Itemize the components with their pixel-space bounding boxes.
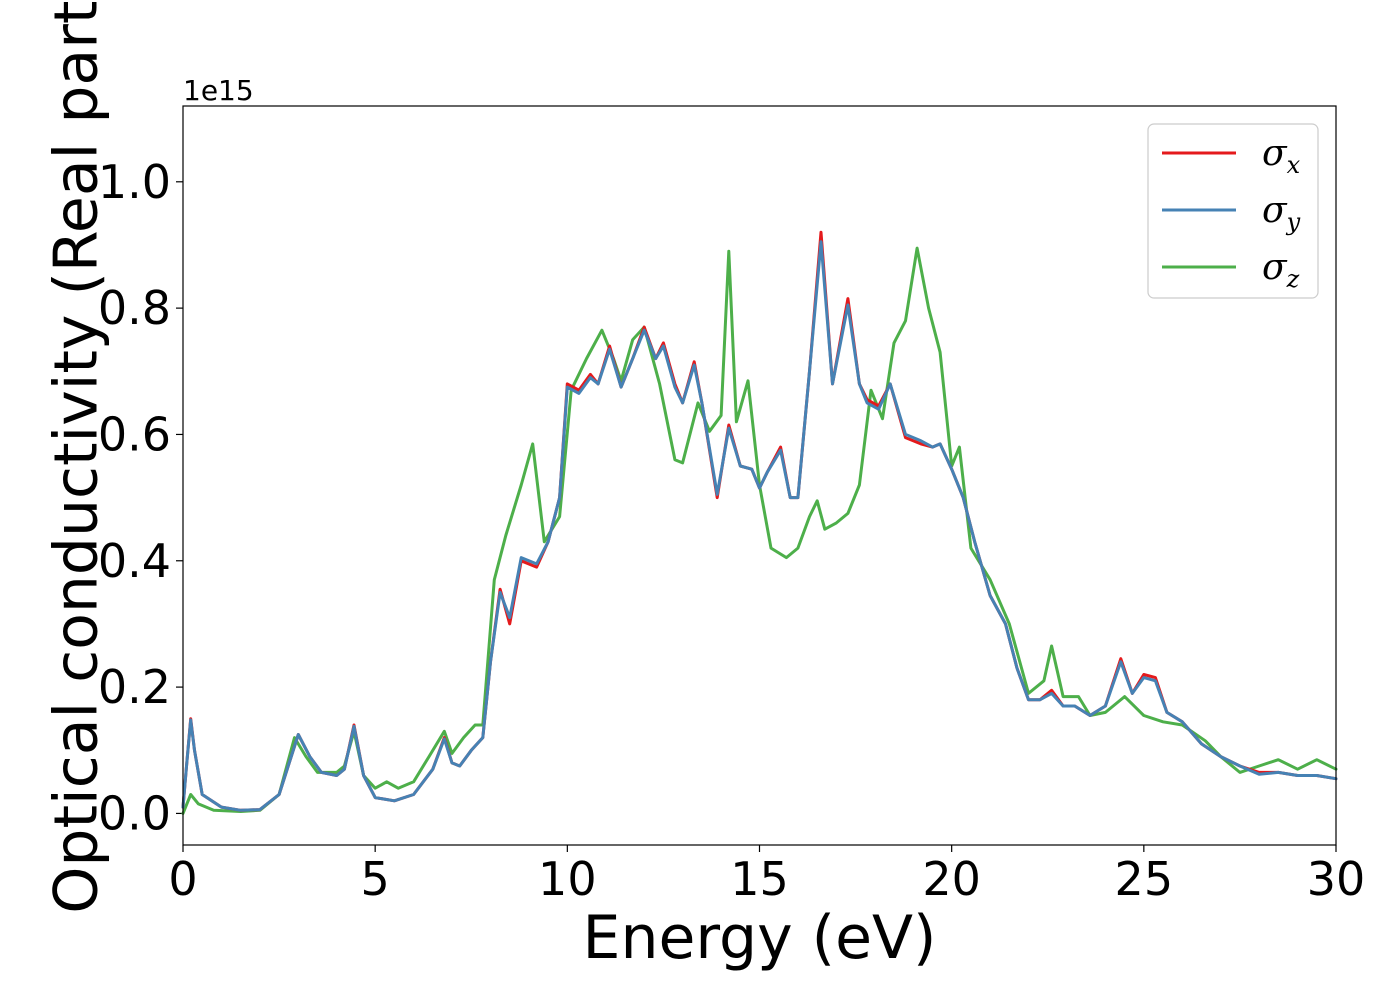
legend-label-y: σy <box>1262 190 1301 236</box>
x-tick-label: 5 <box>361 852 390 906</box>
y-axis-title: Optical conductivity (Real part) <box>42 0 112 914</box>
y-tick-label: 0.6 <box>98 407 171 461</box>
x-tick-label: 30 <box>1307 852 1366 906</box>
y-tick-label: 0.0 <box>98 786 171 840</box>
plot-lines <box>181 230 1338 815</box>
series-line-z <box>181 246 1338 815</box>
plot-frame <box>182 105 1337 846</box>
x-tick-label: 25 <box>1115 852 1174 906</box>
x-tick-label: 0 <box>168 852 197 906</box>
y-tick-label: 1.0 <box>98 155 171 209</box>
series-line-x <box>181 230 1338 812</box>
axis-ticks: 0 5 10 15 20 25 30 0.0 0.2 0.4 0.6 0.8 1.0 <box>98 155 1365 906</box>
x-tick-label: 10 <box>538 852 597 906</box>
x-axis-title: Energy (eV) <box>583 903 937 973</box>
y-tick-label: 0.8 <box>98 281 171 335</box>
y-offset-label: 1e15 <box>183 74 254 107</box>
legend-label-z: σz <box>1262 247 1300 293</box>
series-line-y <box>181 240 1338 812</box>
x-tick-label: 15 <box>730 852 789 906</box>
y-tick-label: 0.2 <box>98 660 171 714</box>
legend: σx σy σz <box>1147 123 1319 299</box>
x-tick-label: 20 <box>922 852 981 906</box>
legend-label-x: σx <box>1262 133 1301 179</box>
y-tick-label: 0.4 <box>98 534 171 588</box>
